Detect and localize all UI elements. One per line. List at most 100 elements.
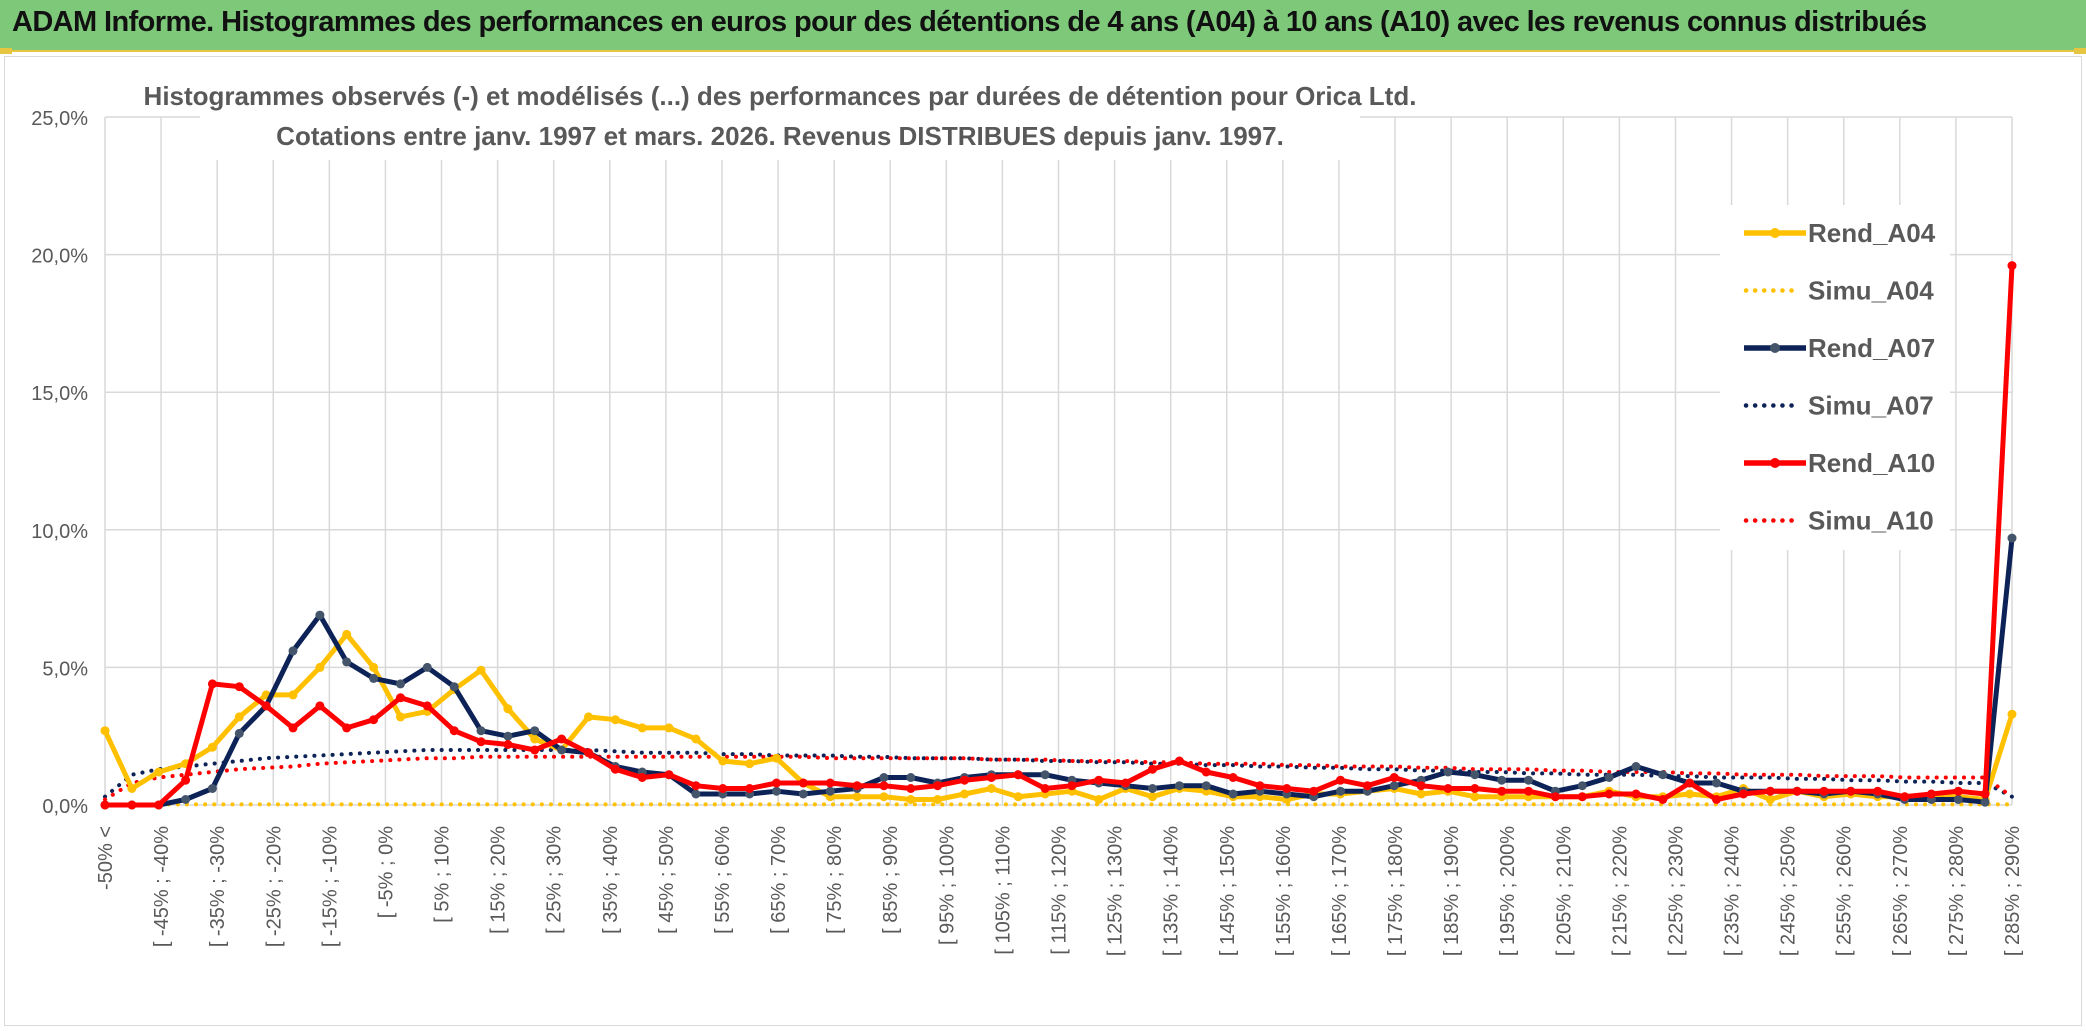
data-point: [1416, 781, 1426, 791]
legend-label: Simu_A04: [1808, 276, 1934, 306]
data-point: [1604, 773, 1614, 782]
legend-item: Rend_A04: [1744, 218, 1936, 248]
x-tick-label: [ 55% ; 60%: [712, 826, 734, 934]
data-point: [1443, 767, 1453, 777]
data-point: [798, 778, 808, 788]
x-tick-label: [ 85% ; 90%: [880, 826, 902, 934]
x-tick-label: [ 255% ; 260%: [1834, 826, 1856, 956]
y-tick-label: 0,0%: [42, 796, 88, 818]
data-point: [422, 701, 432, 711]
data-point: [986, 773, 996, 782]
data-point: [342, 629, 352, 639]
data-point: [557, 745, 567, 755]
data-point: [584, 712, 593, 722]
x-tick-label: [ 245% ; 250%: [1778, 826, 1800, 956]
report-title: ADAM Informe. Histogrammes des performan…: [12, 6, 1927, 38]
series-Rend_A04: [100, 629, 2017, 804]
data-point: [396, 693, 405, 703]
data-point: [1631, 789, 1641, 799]
data-point: [1443, 784, 1453, 793]
data-point: [1416, 789, 1426, 799]
data-point: [825, 786, 835, 796]
data-point: [637, 723, 647, 733]
report-banner: ADAM Informe. Histogrammes des performan…: [0, 0, 2086, 52]
banner-corner-right: [2074, 48, 2086, 54]
data-point: [1148, 792, 1157, 802]
x-tick-label: [ 205% ; 210%: [1553, 826, 1575, 956]
data-point: [234, 682, 244, 692]
data-point: [879, 773, 889, 782]
data-point: [1658, 795, 1668, 804]
data-point: [960, 775, 969, 785]
data-point: [207, 742, 217, 752]
x-tick-label: [ -45% ; -40%: [151, 826, 173, 947]
y-tick-label: 10,0%: [31, 521, 88, 543]
data-point: [1577, 781, 1587, 791]
x-tick-label: [ 25% ; 30%: [544, 826, 566, 934]
data-point: [1282, 784, 1292, 793]
x-tick-label: [ 195% ; 200%: [1497, 826, 1519, 956]
legend-marker: [1770, 228, 1780, 238]
data-point: [127, 784, 137, 793]
x-tick-label: [ -5% ; 0%: [375, 826, 397, 918]
data-point: [1765, 795, 1775, 804]
data-point: [530, 734, 540, 744]
x-tick-label: [ 75% ; 80%: [824, 826, 846, 934]
data-point: [396, 712, 405, 722]
x-tick-label: [ 5% ; 10%: [432, 826, 454, 923]
data-point: [369, 715, 379, 725]
data-point: [852, 792, 862, 802]
data-point: [207, 784, 217, 793]
data-point: [610, 715, 620, 725]
data-point: [906, 795, 916, 804]
data-point: [960, 789, 969, 799]
data-point: [879, 781, 889, 791]
data-point: [1658, 770, 1668, 780]
legend-item: Simu_A10: [1743, 506, 1934, 536]
data-point: [1980, 789, 1990, 799]
data-point: [1900, 792, 1910, 802]
x-tick-label: [ -25% ; -20%: [263, 826, 285, 947]
data-point: [1201, 767, 1211, 777]
data-point: [1873, 786, 1883, 796]
x-tick-label: [ 165% ; 170%: [1329, 826, 1351, 956]
data-point: [1953, 786, 1963, 796]
data-point: [315, 701, 325, 711]
x-tick-label: [ 275% ; 280%: [1946, 826, 1968, 956]
y-tick-label: 5,0%: [42, 658, 88, 680]
legend-label: Rend_A04: [1808, 218, 1936, 248]
x-tick-label: [ 155% ; 160%: [1273, 826, 1295, 956]
data-point: [691, 789, 701, 799]
data-point: [530, 726, 540, 736]
data-point: [772, 778, 781, 788]
data-point: [288, 690, 298, 700]
x-tick-label: [ 215% ; 220%: [1609, 826, 1631, 956]
data-point: [1470, 792, 1480, 802]
data-point: [100, 800, 110, 810]
data-point: [879, 792, 889, 802]
data-point: [1712, 778, 1721, 788]
data-point: [315, 610, 325, 620]
data-point: [503, 704, 513, 714]
data-point: [772, 753, 781, 763]
x-tick-label: [ 15% ; 20%: [488, 826, 510, 934]
data-point: [1174, 781, 1184, 791]
data-point: [1255, 781, 1265, 791]
data-point: [154, 800, 164, 810]
data-point: [610, 764, 620, 774]
data-point: [1389, 773, 1399, 782]
data-point: [1013, 792, 1023, 802]
x-tick-label: [ 135% ; 140%: [1161, 826, 1183, 956]
data-point: [342, 723, 352, 733]
data-point: [1336, 775, 1345, 785]
data-point: [181, 795, 191, 804]
x-tick-label: [ 35% ; 40%: [600, 826, 622, 934]
data-point: [1497, 775, 1507, 785]
data-point: [718, 784, 728, 793]
legend-marker: [1770, 343, 1780, 353]
data-point: [100, 726, 110, 736]
x-tick-label: [ 115% ; 120%: [1049, 826, 1071, 955]
data-point: [772, 786, 781, 796]
data-point: [1550, 792, 1560, 802]
data-point: [745, 759, 755, 769]
